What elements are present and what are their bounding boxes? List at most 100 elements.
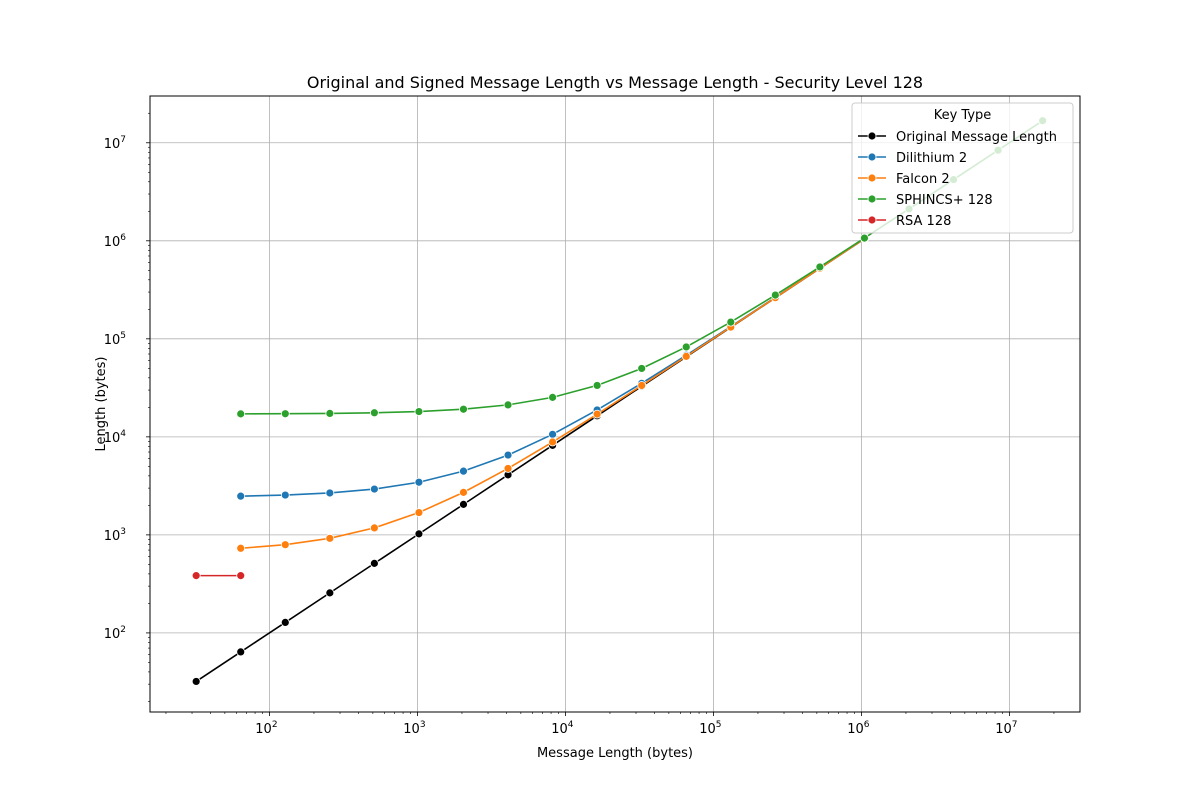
data-point bbox=[548, 437, 557, 447]
x-tick-label: 104 bbox=[551, 720, 574, 737]
x-tick-base: 10 bbox=[551, 722, 568, 737]
y-tick-exp: 7 bbox=[120, 135, 126, 145]
data-point bbox=[369, 558, 379, 568]
data-point bbox=[414, 529, 424, 539]
data-point bbox=[236, 647, 246, 657]
data-point bbox=[236, 571, 246, 581]
data-point bbox=[236, 491, 246, 501]
legend-swatch-marker bbox=[867, 194, 877, 204]
series-layer bbox=[191, 116, 1048, 686]
legend-label: RSA 128 bbox=[896, 214, 951, 229]
data-point bbox=[459, 499, 468, 509]
data-point bbox=[325, 588, 335, 598]
legend: Key Type Original Message Length Dilithium… bbox=[851, 102, 1074, 234]
chart-title: Original and Signed Message Length vs Me… bbox=[307, 73, 923, 92]
y-tick-label: 107 bbox=[104, 135, 126, 152]
y-tick-label: 102 bbox=[104, 625, 126, 642]
legend-item: SPHINCS+ 128 bbox=[858, 193, 993, 208]
legend-item: RSA 128 bbox=[858, 214, 951, 229]
data-point bbox=[459, 487, 468, 497]
data-point bbox=[815, 262, 825, 272]
data-point bbox=[592, 381, 602, 390]
data-point bbox=[236, 543, 246, 553]
y-tick-base: 10 bbox=[104, 235, 121, 250]
y-tick-label: 106 bbox=[104, 233, 127, 250]
plot-frame bbox=[149, 95, 1081, 713]
data-point bbox=[770, 290, 780, 300]
data-point bbox=[325, 533, 335, 543]
data-point bbox=[726, 317, 736, 327]
grid bbox=[150, 96, 1080, 712]
y-tick-exp: 3 bbox=[120, 527, 126, 537]
y-tick-base: 10 bbox=[104, 431, 121, 446]
x-tick-base: 10 bbox=[995, 722, 1012, 737]
x-tick-exp: 7 bbox=[1012, 720, 1018, 730]
data-point bbox=[414, 407, 424, 416]
legend-label: Original Message Length bbox=[896, 130, 1057, 145]
data-point bbox=[548, 392, 557, 402]
y-tick-base: 10 bbox=[104, 627, 121, 642]
data-point bbox=[280, 617, 290, 627]
x-tick-base: 10 bbox=[403, 722, 420, 737]
y-tick-label: 103 bbox=[104, 527, 126, 544]
data-point bbox=[414, 477, 424, 487]
data-point bbox=[369, 484, 379, 494]
legend-title: Key Type bbox=[934, 108, 992, 123]
data-point bbox=[280, 409, 290, 419]
legend-swatch-marker bbox=[867, 152, 877, 162]
x-tick-label: 107 bbox=[995, 720, 1017, 737]
data-point bbox=[592, 409, 602, 419]
x-tick-label: 106 bbox=[847, 720, 870, 737]
x-tick-label: 103 bbox=[403, 720, 425, 737]
data-point bbox=[191, 677, 201, 686]
y-tick-exp: 4 bbox=[120, 429, 126, 439]
data-point bbox=[325, 488, 335, 498]
legend-label: SPHINCS+ 128 bbox=[896, 193, 993, 208]
legend-swatch-marker bbox=[867, 131, 877, 141]
x-axis: 102 103 104 105 106 107 bbox=[165, 712, 1055, 737]
y-tick-base: 10 bbox=[104, 529, 121, 544]
x-tick-exp: 4 bbox=[568, 720, 574, 730]
y-tick-exp: 5 bbox=[120, 331, 126, 341]
data-point bbox=[191, 571, 201, 581]
data-point bbox=[236, 409, 246, 419]
x-tick-exp: 6 bbox=[864, 720, 870, 730]
series-4 bbox=[191, 571, 246, 581]
legend-label: Falcon 2 bbox=[896, 172, 950, 187]
x-axis-label: Message Length (bytes) bbox=[537, 746, 693, 761]
y-tick-exp: 6 bbox=[120, 233, 126, 243]
data-point bbox=[414, 508, 424, 517]
x-tick-base: 10 bbox=[699, 722, 716, 737]
x-tick-label: 102 bbox=[255, 720, 277, 737]
y-tick-exp: 2 bbox=[120, 625, 126, 635]
y-axis-label: Length (bytes) bbox=[94, 357, 109, 452]
data-point bbox=[681, 351, 691, 361]
legend-label: Dilithium 2 bbox=[896, 151, 967, 166]
legend-box bbox=[851, 102, 1074, 234]
series-2 bbox=[236, 234, 869, 553]
legend-item: Dilithium 2 bbox=[858, 151, 967, 166]
data-point bbox=[459, 404, 468, 414]
x-tick-exp: 3 bbox=[420, 720, 426, 730]
x-tick-exp: 2 bbox=[272, 720, 278, 730]
y-tick-base: 10 bbox=[104, 333, 121, 348]
data-point bbox=[280, 490, 290, 500]
y-tick-base: 10 bbox=[104, 137, 121, 152]
legend-item: Original Message Length bbox=[858, 130, 1057, 145]
legend-swatch-marker bbox=[867, 173, 877, 183]
data-point bbox=[280, 540, 290, 550]
legend-swatch-marker bbox=[867, 215, 877, 225]
data-point bbox=[860, 233, 869, 243]
data-point bbox=[503, 450, 513, 460]
x-tick-base: 10 bbox=[255, 722, 272, 737]
x-tick-label: 105 bbox=[699, 720, 721, 737]
data-point bbox=[681, 342, 691, 352]
data-point bbox=[369, 523, 379, 533]
data-point bbox=[325, 409, 335, 418]
data-point bbox=[503, 400, 513, 410]
data-point bbox=[548, 429, 557, 439]
legend-item: Falcon 2 bbox=[858, 172, 950, 187]
data-point bbox=[637, 364, 647, 373]
